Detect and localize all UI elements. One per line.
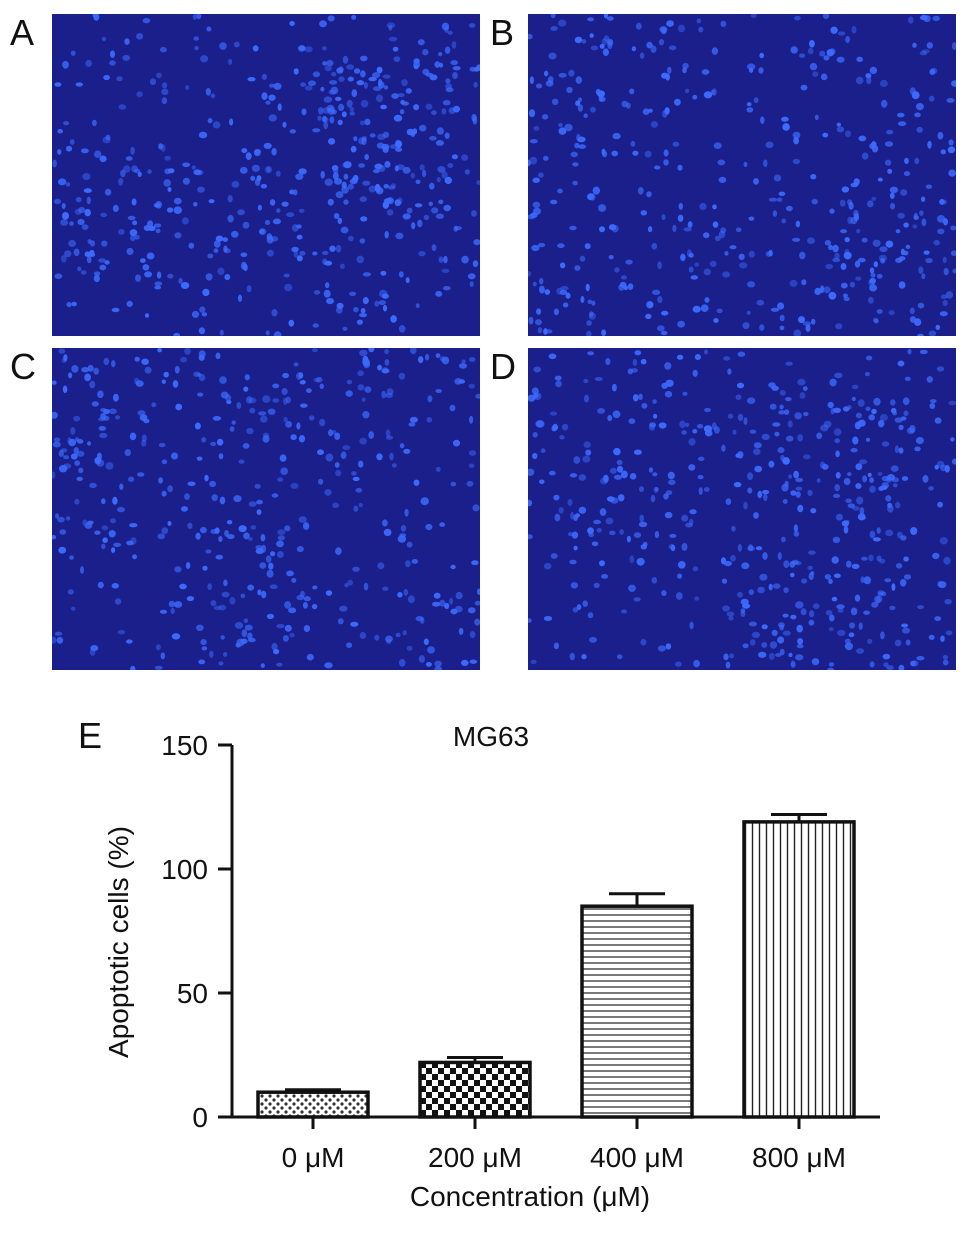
chart-title: MG63 xyxy=(453,721,529,752)
nuclei-layer-c xyxy=(52,348,480,670)
y-tick-label: 50 xyxy=(177,978,208,1009)
chart-panel-label: E xyxy=(78,715,102,756)
nuclei-layer-b xyxy=(528,14,956,336)
x-tick-label: 200 μM xyxy=(428,1142,522,1173)
panel-label-d: D xyxy=(490,346,516,387)
x-tick-label: 400 μM xyxy=(590,1142,684,1173)
micrograph-a xyxy=(52,14,480,336)
panel-label-c: C xyxy=(10,346,36,387)
x-tick-label: 800 μM xyxy=(752,1142,846,1173)
nuclei-layer-a xyxy=(52,14,480,336)
nuclei-layer-d xyxy=(528,348,956,670)
bar xyxy=(256,1090,370,1119)
y-tick-label: 100 xyxy=(161,854,208,885)
panel-label-a: A xyxy=(10,12,35,53)
micrograph-c xyxy=(52,348,480,670)
micrograph-b xyxy=(528,14,956,336)
y-tick-label: 0 xyxy=(192,1102,208,1133)
x-tick-label: 0 μM xyxy=(282,1142,345,1173)
x-axis-label: Concentration (μM) xyxy=(410,1181,650,1212)
bar-chart: E MG63 Apoptotic cells (%) Concentration… xyxy=(78,715,880,1212)
bar xyxy=(418,1060,532,1119)
bar xyxy=(742,820,856,1119)
y-axis-label: Apoptotic cells (%) xyxy=(103,826,134,1058)
panel-label-b: B xyxy=(490,12,515,53)
micrograph-d xyxy=(528,348,956,670)
y-tick-label: 150 xyxy=(161,730,208,761)
bar xyxy=(580,904,694,1119)
bars xyxy=(256,812,856,1119)
